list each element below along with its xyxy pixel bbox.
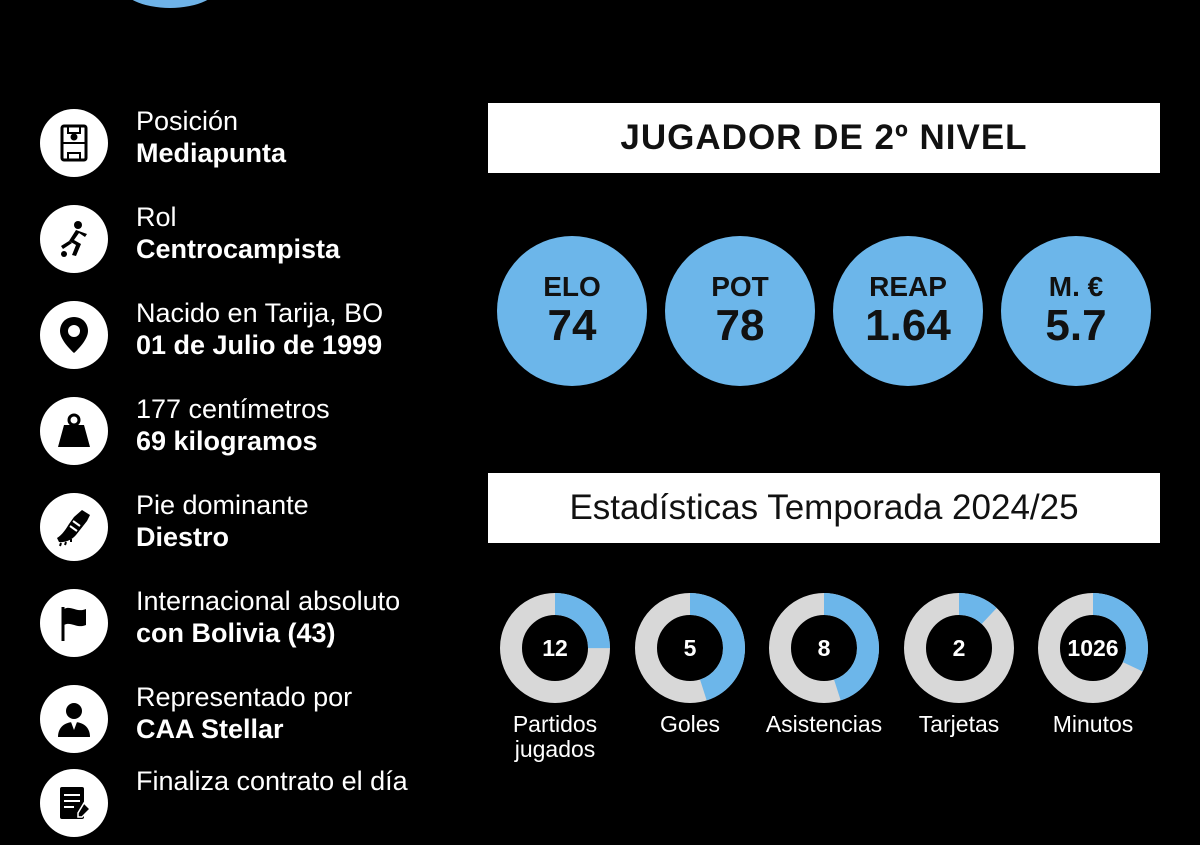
- info-role-value: Centrocampista: [136, 234, 341, 264]
- metric-elo: ELO 74: [497, 236, 647, 386]
- info-role: Rol Centrocampista: [38, 201, 458, 281]
- stat-minutes: 1026 Minutos: [1037, 592, 1149, 737]
- info-foot-label: Pie dominante: [136, 490, 309, 520]
- player-kicking-icon: [40, 205, 108, 273]
- stat-assists: 8 Asistencias: [766, 592, 882, 737]
- header-emblem-fragment: [120, 0, 220, 8]
- metric-reap-value: 1.64: [865, 301, 951, 350]
- stat-goals-ring: [635, 593, 745, 703]
- info-birthplace: Nacido en Tarija, BO: [136, 298, 384, 328]
- info-birthdate: 01 de Julio de 1999: [136, 330, 383, 360]
- info-international: Internacional absoluto con Bolivia (43): [38, 585, 458, 665]
- stat-goals-value: 5: [683, 634, 697, 661]
- info-weight: 69 kilogramos: [136, 426, 318, 456]
- stat-cards-label: Tarjetas: [918, 711, 1000, 737]
- info-foot: Pie dominante Diestro: [38, 489, 458, 569]
- stat-matches: 12 Partidos jugados: [499, 592, 611, 762]
- season-stats-banner: Estadísticas Temporada 2024/25: [488, 473, 1160, 543]
- flag-icon: [40, 589, 108, 657]
- info-foot-value: Diestro: [136, 522, 230, 552]
- stat-minutes-ring: [1038, 593, 1148, 703]
- metric-elo-value: 74: [547, 301, 597, 350]
- info-international-label: Internacional absoluto: [136, 586, 401, 616]
- metric-market-value-value: 5.7: [1045, 301, 1107, 350]
- agent-icon: [40, 685, 108, 753]
- stat-matches-value: 12: [542, 634, 568, 661]
- stat-cards-value: 2: [952, 634, 966, 661]
- metric-market-value-label: M. €: [1048, 271, 1104, 302]
- stat-assists-label: Asistencias: [765, 711, 883, 737]
- location-pin-icon: [40, 301, 108, 369]
- metric-pot-label: POT: [711, 271, 769, 302]
- info-role-label: Rol: [136, 202, 177, 232]
- info-contract: Finaliza contrato el día: [38, 765, 458, 845]
- stat-assists-value: 8: [817, 634, 831, 661]
- metric-reap: REAP 1.64: [833, 236, 983, 386]
- info-birth: Nacido en Tarija, BO 01 de Julio de 1999: [38, 297, 458, 377]
- stat-minutes-label: Minutos: [1052, 711, 1134, 737]
- football-boot-icon: [40, 493, 108, 561]
- info-position: Posición Mediapunta: [38, 105, 458, 185]
- info-position-label: Posición: [136, 106, 239, 136]
- metric-elo-label: ELO: [543, 271, 601, 302]
- info-height: 177 centímetros: [136, 394, 330, 424]
- stat-matches-ring: [500, 593, 610, 703]
- stat-assists-ring: [769, 593, 879, 703]
- metric-market-value: M. € 5.7: [1001, 236, 1151, 386]
- stat-cards-ring: [904, 593, 1014, 703]
- stat-cards: 2 Tarjetas: [903, 592, 1015, 737]
- pitch-position-icon: [40, 109, 108, 177]
- stat-goals-label: Goles: [659, 711, 721, 737]
- stat-goals: 5 Goles: [634, 592, 746, 737]
- weight-icon: [40, 397, 108, 465]
- info-agent: Representado por CAA Stellar: [38, 681, 458, 761]
- info-position-value: Mediapunta: [136, 138, 287, 168]
- stat-matches-label: Partidos jugados: [512, 711, 598, 762]
- stat-minutes-value: 1026: [1067, 634, 1119, 661]
- contract-icon: [40, 769, 108, 837]
- metric-pot: POT 78: [665, 236, 815, 386]
- player-level-banner: JUGADOR DE 2º NIVEL: [488, 103, 1160, 173]
- info-international-value: con Bolivia (43): [136, 618, 336, 648]
- info-agent-value: CAA Stellar: [136, 714, 284, 744]
- metric-reap-label: REAP: [869, 271, 947, 302]
- info-physical: 177 centímetros 69 kilogramos: [38, 393, 458, 473]
- info-contract-label: Finaliza contrato el día: [136, 766, 408, 796]
- info-agent-label: Representado por: [136, 682, 353, 712]
- metric-pot-value: 78: [715, 301, 765, 350]
